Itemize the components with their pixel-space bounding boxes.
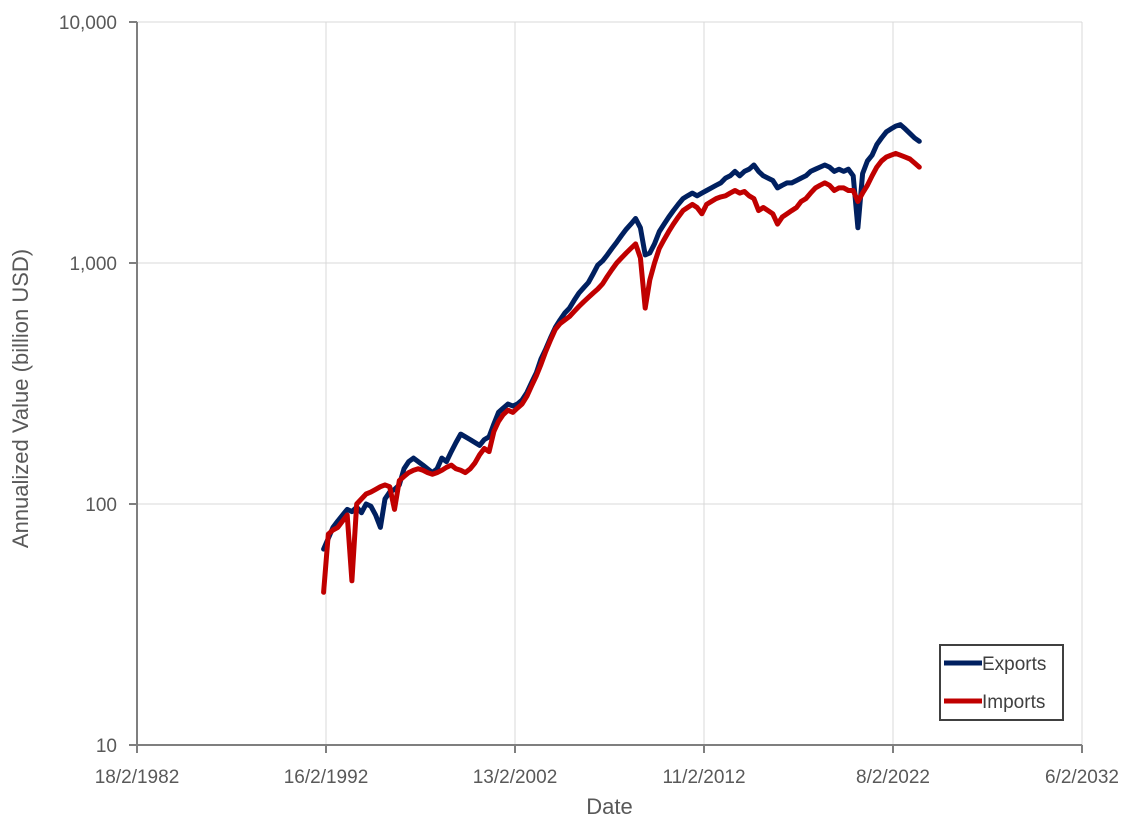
series-line-imports	[321, 150, 922, 595]
y-tick-label: 1,000	[69, 254, 117, 275]
x-tick-label: 16/2/1992	[284, 767, 369, 788]
x-tick-label: 11/2/2012	[662, 767, 745, 788]
legend-label-imports: Imports	[982, 692, 1045, 713]
series-layer	[321, 122, 922, 595]
x-tick-label: 6/2/2032	[1045, 767, 1119, 788]
y-axis-title: Annualized Value (billion USD)	[8, 249, 33, 548]
legend-box	[939, 644, 1064, 721]
legend-label-exports: Exports	[982, 654, 1046, 675]
grid	[136, 21, 1083, 746]
x-axis-title: Date	[586, 794, 632, 819]
y-tick-label: 10,000	[59, 13, 117, 34]
ticks: 10 100 1,000 10,000 18/2/1982 16/2/1992 13/2/2…	[59, 13, 1119, 788]
x-tick-label: 18/2/1982	[95, 767, 180, 788]
axes	[136, 22, 1082, 746]
series-line-exports	[321, 122, 922, 552]
x-tick-label: 8/2/2022	[856, 767, 930, 788]
legend: Exports Imports	[939, 644, 1064, 721]
y-tick-label: 10	[96, 736, 117, 757]
y-tick-label: 100	[85, 495, 117, 516]
x-tick-label: 13/2/2002	[473, 767, 558, 788]
